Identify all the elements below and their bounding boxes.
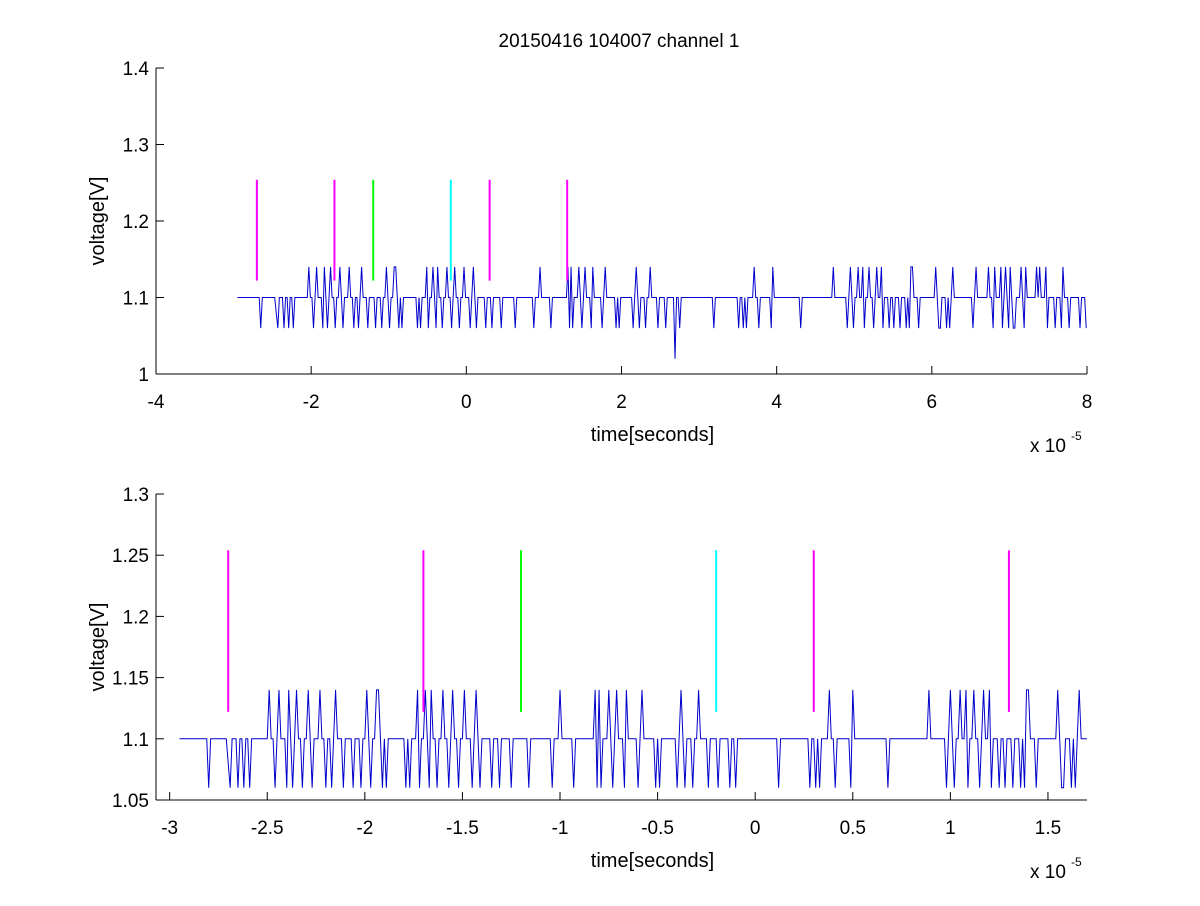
x-tick-label: 0.5 [840,818,866,839]
y-axis-label: voltage[V] [87,177,109,266]
y-tick-label: 1.2 [123,607,149,628]
x-tick-label: -1.5 [446,818,479,839]
y-tick-label: 1.1 [123,289,149,310]
x-tick-label: 0 [750,818,761,839]
x-tick-label: 6 [927,392,938,413]
x-axis-label: time[seconds] [591,424,714,446]
y-tick-label: 1.05 [112,791,149,812]
y-tick-label: 1.4 [123,59,150,80]
x-tick-label: -2 [356,818,373,839]
voltage-trace-line [237,266,1087,359]
y-axis-label: voltage[V] [87,603,109,692]
y-tick-label: 1.15 [112,669,149,690]
x-tick-label: -2.5 [251,818,284,839]
x-exponent-power: -5 [1071,429,1082,443]
y-tick-label: 1.3 [123,485,149,506]
x-tick-label: 4 [771,392,782,413]
x-tick-label: -2 [303,392,320,413]
x-tick-label: 1 [945,818,956,839]
y-tick-label: 1 [138,365,149,386]
x-tick-label: 0 [461,392,472,413]
x-exponent-label: x 10 [1030,862,1066,883]
x-tick-label: 1.5 [1035,818,1061,839]
x-tick-label: -0.5 [641,818,674,839]
bottom-subplot: -3 -2.5 -2 -1.5 -1 -0.5 0 0.5 1 1.5 1.05 1.1 1.15 1.2… [87,485,1087,883]
x-tick-label: 2 [616,392,627,413]
y-tick-label: 1.25 [112,546,149,567]
y-tick-label: 1.1 [123,730,149,751]
x-exponent-label: x 10 [1030,436,1066,457]
y-tick-label: 1.3 [123,136,149,157]
x-axis-label: time[seconds] [591,850,714,872]
x-tick-label: -4 [148,392,165,413]
x-tick-label: -1 [552,818,569,839]
top-subplot: -4 -2 0 2 4 6 8 1 1.1 1.2 1.3 1.4 time[seconds] volta… [87,59,1092,457]
x-exponent-power: -5 [1071,855,1082,869]
figure-title: 20150416 104007 channel 1 [499,31,740,52]
x-tick-label: 8 [1082,392,1093,413]
voltage-trace-line [179,689,1087,789]
y-tick-label: 1.2 [123,212,149,233]
x-tick-label: -3 [161,818,178,839]
